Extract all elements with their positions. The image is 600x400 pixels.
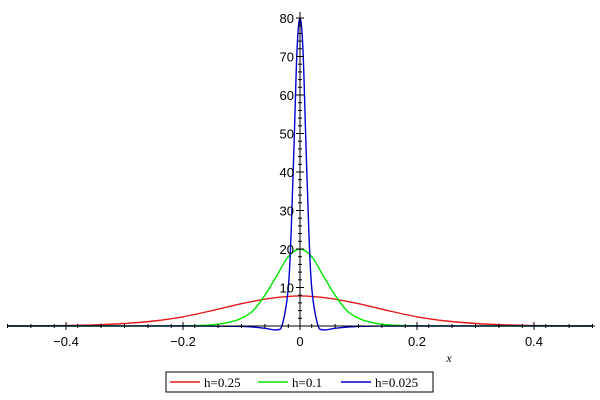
legend-label-2: h=0.1 bbox=[292, 375, 322, 390]
x-tick-label: −0.4 bbox=[53, 334, 79, 349]
y-tick-label: 70 bbox=[280, 50, 294, 65]
y-tick-label: 50 bbox=[280, 127, 294, 142]
x-tick-label: 0 bbox=[296, 334, 303, 349]
y-tick-label: 60 bbox=[280, 88, 294, 103]
legend-label-3: h=0.025 bbox=[375, 375, 418, 390]
x-tick-label: 0.4 bbox=[525, 334, 543, 349]
legend-box bbox=[165, 371, 434, 393]
x-tick-label: 0.2 bbox=[408, 334, 426, 349]
y-tick-label: 40 bbox=[280, 165, 294, 180]
y-tick-label: 10 bbox=[280, 281, 294, 296]
legend-label-1: h=0.25 bbox=[204, 375, 241, 390]
y-tick-label: 30 bbox=[280, 204, 294, 219]
axes bbox=[7, 12, 595, 327]
y-tick-label: 20 bbox=[280, 242, 294, 257]
x-tick-label: −0.2 bbox=[170, 334, 196, 349]
ticks: −0.4 −0.2 0 0.2 0.4 10 20 30 40 50 60 70 80 bbox=[7, 11, 593, 349]
legend: h=0.25 h=0.1 h=0.025 bbox=[165, 371, 434, 393]
y-tick-label: 80 bbox=[280, 11, 294, 26]
x-axis-title: x bbox=[445, 351, 452, 365]
